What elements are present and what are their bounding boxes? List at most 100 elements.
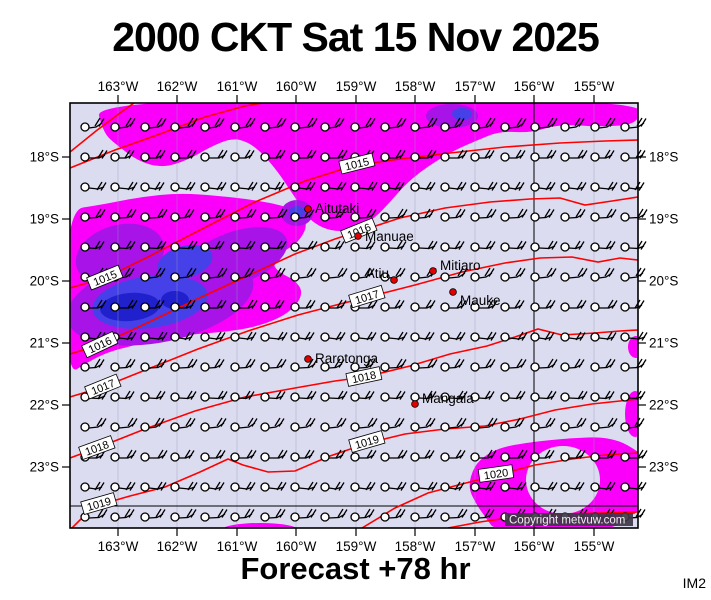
wind-barb [620, 299, 645, 312]
wind-barb [410, 508, 437, 522]
wind-barb [530, 208, 555, 222]
wind-barb [290, 240, 318, 252]
rain-area-m1 [628, 336, 638, 358]
wind-barb [230, 240, 256, 252]
wind-barb [500, 181, 525, 192]
lon-label: 161°W [217, 79, 258, 94]
lon-label: 158°W [395, 539, 436, 554]
wind-barb [290, 358, 318, 372]
wind-barb [470, 240, 496, 252]
wind-barb [410, 208, 435, 222]
wind-barb [410, 117, 438, 132]
wind-barb [380, 358, 407, 372]
wind-barb [200, 149, 228, 162]
wind-barb [440, 358, 465, 372]
isobar-line [70, 196, 638, 355]
wind-barb [230, 149, 255, 162]
wind-barb [140, 508, 166, 522]
wind-barb [260, 481, 287, 492]
wind-barb [260, 299, 285, 312]
wind-barb [110, 299, 138, 312]
place-marker [304, 205, 312, 213]
wind-barb [350, 331, 377, 342]
wind-barb [530, 117, 558, 132]
wind-barb [560, 240, 585, 252]
wind-barb [80, 358, 105, 372]
wind-barb [260, 358, 287, 372]
wind-barb [410, 331, 435, 342]
wind-barb [290, 417, 316, 432]
wind-barb [590, 417, 618, 432]
wind-barb [530, 331, 555, 342]
wind-barb [320, 208, 346, 222]
wind-barb [440, 299, 467, 312]
place-label: Aitutaki [315, 201, 359, 216]
wind-barb [500, 267, 526, 282]
wind-barb [290, 149, 317, 162]
wind-barb [80, 181, 107, 192]
wind-barb [320, 149, 348, 162]
wind-barb [590, 208, 617, 222]
lon-label: 160°W [276, 539, 317, 554]
wind-barb [380, 181, 405, 192]
place-marker [390, 276, 398, 284]
lat-label: 22°S [30, 398, 59, 413]
wind-barb [590, 117, 616, 132]
wind-barb [170, 267, 197, 282]
wind-barb [530, 481, 558, 492]
wind-barb [350, 181, 378, 192]
wind-barb [530, 149, 557, 162]
wind-barb [290, 267, 317, 282]
wind-barb [260, 417, 285, 432]
wind-barb [140, 299, 165, 312]
wind-barb [110, 117, 136, 132]
wind-barb [170, 299, 196, 312]
isobar-line [71, 398, 638, 528]
wind-barb [320, 449, 346, 462]
wind-barb [290, 181, 316, 192]
place-label: Rarotonga [315, 351, 379, 366]
wind-barb [290, 390, 317, 402]
wind-barb [380, 449, 408, 462]
axis-layer: 163°W 163°W 162°W 162°W 161°W 161°W 160°W 160°W… [30, 79, 679, 554]
wind-barb [200, 358, 225, 372]
isobar-label-layer: 1015101510161016101710171018101810191019… [78, 152, 515, 515]
svg-text:1020: 1020 [483, 467, 509, 482]
wind-barb [410, 181, 436, 192]
wind-barb [80, 208, 106, 222]
wind-barb [200, 417, 227, 432]
wind-barb [590, 267, 615, 282]
lat-label: 19°S [30, 212, 59, 227]
forecast-hour-label: Forecast +78 hr [240, 551, 471, 586]
wind-barb [170, 240, 198, 252]
wind-barb [260, 240, 287, 252]
wind-barb [110, 358, 136, 372]
wind-barb [170, 449, 195, 462]
place-marker [304, 355, 312, 363]
wind-barb [350, 449, 377, 462]
wind-barb [560, 417, 587, 432]
wind-barb [140, 181, 165, 192]
wind-barb [560, 267, 588, 282]
rain-area-m3 [157, 244, 213, 280]
wind-barb [260, 508, 286, 522]
wind-barb [320, 267, 348, 282]
wind-barb [590, 149, 615, 162]
wind-barb [170, 117, 198, 132]
wind-barb [80, 417, 107, 432]
lon-label: 157°W [455, 79, 496, 94]
wind-barb [620, 117, 647, 132]
wind-barb [320, 181, 347, 192]
wind-barb [440, 181, 467, 192]
lon-label: 159°W [336, 79, 377, 94]
place-marker [429, 267, 437, 275]
wind-barb [410, 299, 436, 312]
copyright-label: Copyright metvuw.com [509, 515, 625, 527]
wind-barb [560, 331, 586, 342]
wind-barb [560, 449, 586, 462]
wind-barb [410, 149, 437, 162]
isobar-line [70, 103, 264, 169]
wind-barb [410, 417, 436, 432]
wind-barb [260, 267, 286, 282]
lat-label: 18°S [649, 150, 678, 165]
